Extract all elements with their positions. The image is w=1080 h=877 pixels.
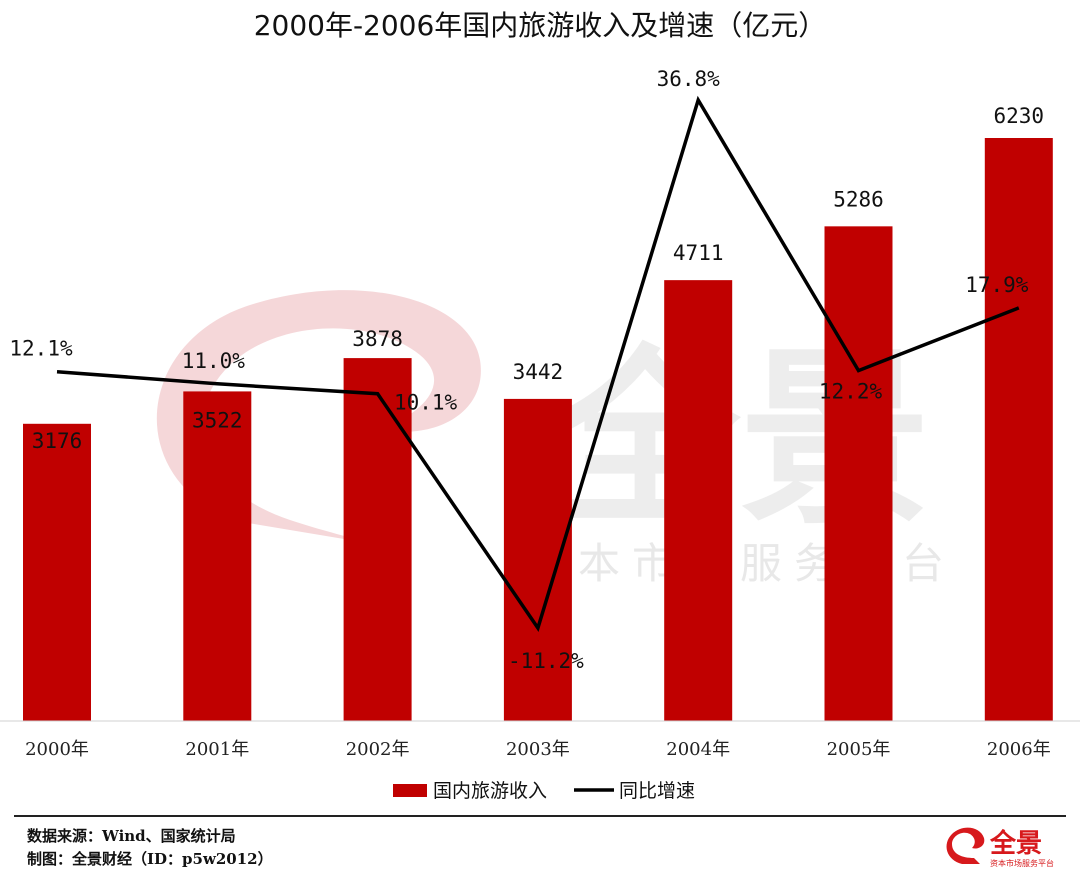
credit-note: 制图：全景财经（ID：p5w2012） — [27, 850, 273, 868]
bar-label-group: 3176 3522 3878 3442 4711 5286 6230 — [32, 104, 1044, 453]
growth-value-label: -11.2% — [508, 649, 584, 673]
bar-2005年 — [824, 226, 893, 722]
x-tick-label: 2000年 — [25, 739, 89, 760]
x-tick-label: 2002年 — [346, 739, 410, 760]
x-tick-label: 2006年 — [987, 739, 1051, 760]
bar-value-label: 3878 — [352, 327, 403, 351]
bar-series — [23, 138, 1053, 722]
brand-logo: 全景 资本市场服务平台 — [946, 827, 1054, 868]
growth-value-label: 11.0% — [182, 349, 246, 373]
growth-value-label: 36.8% — [657, 67, 721, 91]
bar-value-label: 6230 — [994, 104, 1045, 128]
bar-value-label: 4711 — [673, 241, 724, 265]
chart-area: 全景 资本市场服务平台 3176352238783442471152866230… — [0, 67, 1080, 802]
x-tick-label: 2001年 — [185, 739, 249, 760]
bar-2006年 — [984, 138, 1053, 721]
bar-value-label: 3176 — [32, 429, 83, 453]
bar-2002年 — [343, 358, 412, 721]
growth-line — [56, 95, 1020, 632]
growth-value-label: 12.1% — [9, 337, 73, 361]
watermark-swirl — [156, 290, 481, 545]
growth-value-label: 12.2% — [819, 380, 883, 404]
footer-divider — [14, 815, 1066, 817]
bar-value-label: 3442 — [513, 360, 564, 384]
logo-swirl-icon — [946, 827, 985, 864]
legend: 国内旅游收入 同比增速 — [393, 780, 695, 802]
x-tick-group: 2000年 2001年 2002年 2003年 2004年 2005年 2006年 — [25, 739, 1051, 760]
source-note: 数据来源：Wind、国家统计局 — [27, 827, 236, 845]
bar-value-label: 3522 — [192, 408, 243, 432]
line-label-group: 12.1% 11.0% 10.1% -11.2% 36.8% 12.2% 17.9% — [9, 67, 1028, 673]
legend-line-label: 同比增速 — [619, 780, 695, 802]
growth-value-label: 17.9% — [965, 273, 1029, 297]
bar-2003年 — [503, 398, 572, 721]
bar-value-label: 5286 — [833, 187, 884, 211]
chart-title: 2000年-2006年国内旅游收入及增速（亿元） — [253, 9, 827, 42]
legend-bar-swatch — [393, 784, 427, 797]
x-tick-label: 2005年 — [827, 739, 891, 760]
bar-2000年 — [23, 423, 91, 721]
logo-brand: 全景 — [989, 828, 1042, 859]
x-tick-label: 2003年 — [506, 739, 570, 760]
bar-2001年 — [183, 391, 252, 721]
x-tick-label: 2004年 — [666, 739, 730, 760]
legend-bar-label: 国内旅游收入 — [433, 780, 547, 802]
growth-value-label: 10.1% — [394, 391, 458, 415]
logo-tagline: 资本市场服务平台 — [990, 858, 1054, 868]
bar-2004年 — [664, 280, 733, 721]
